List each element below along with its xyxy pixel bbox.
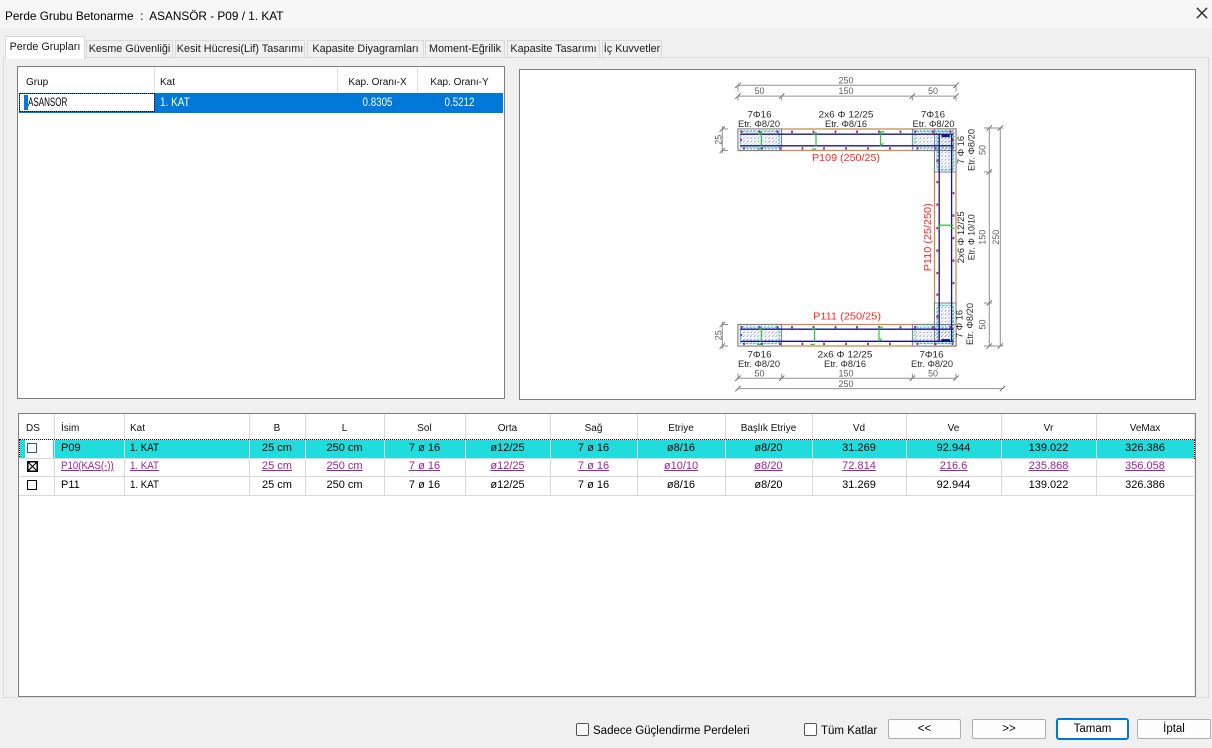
svg-text:2x6 Φ 12/25: 2x6 Φ 12/25 <box>818 350 873 361</box>
svg-text:50: 50 <box>928 368 938 379</box>
svg-text:50: 50 <box>755 368 765 379</box>
svg-text:Etr. Φ8/20: Etr. Φ8/20 <box>738 359 780 370</box>
svg-text:150: 150 <box>839 368 854 379</box>
svg-text:250: 250 <box>839 379 854 390</box>
svg-text:7 Φ 16: 7 Φ 16 <box>954 310 965 338</box>
svg-text:7 Φ 16: 7 Φ 16 <box>956 136 967 164</box>
svg-text:P111 (250/25): P111 (250/25) <box>813 311 881 323</box>
svg-text:25: 25 <box>713 135 724 145</box>
svg-text:Etr. Φ8/20: Etr. Φ8/20 <box>913 119 955 130</box>
svg-text:7Φ16: 7Φ16 <box>920 350 944 361</box>
svg-text:Etr. Φ8/20: Etr. Φ8/20 <box>966 129 977 171</box>
svg-text:50: 50 <box>928 86 938 97</box>
svg-text:P110 (25/250): P110 (25/250) <box>922 203 934 271</box>
svg-text:Etr. Φ 10/10: Etr. Φ 10/10 <box>966 214 977 260</box>
svg-text:150: 150 <box>977 230 988 245</box>
svg-text:7Φ16: 7Φ16 <box>748 110 772 121</box>
svg-text:P109 (250/25): P109 (250/25) <box>812 152 880 164</box>
svg-text:250: 250 <box>991 230 1002 245</box>
svg-text:Etr. Φ8/16: Etr. Φ8/16 <box>824 359 866 370</box>
svg-text:50: 50 <box>977 320 988 330</box>
svg-text:Etr. Φ8/20: Etr. Φ8/20 <box>911 359 953 370</box>
svg-text:Etr. Φ8/20: Etr. Φ8/20 <box>738 119 780 130</box>
svg-text:7Φ16: 7Φ16 <box>921 110 945 121</box>
svg-text:150: 150 <box>839 86 854 97</box>
svg-text:25: 25 <box>713 330 724 340</box>
svg-text:Etr. Φ8/16: Etr. Φ8/16 <box>825 119 867 130</box>
svg-text:2x6 Φ 12/25: 2x6 Φ 12/25 <box>956 211 967 263</box>
svg-text:50: 50 <box>755 86 765 97</box>
svg-text:50: 50 <box>977 145 988 155</box>
svg-text:250: 250 <box>839 75 854 86</box>
svg-text:7Φ16: 7Φ16 <box>748 350 772 361</box>
svg-text:2x6 Φ 12/25: 2x6 Φ 12/25 <box>819 110 874 121</box>
svg-text:Etr. Φ8/20: Etr. Φ8/20 <box>965 303 976 345</box>
